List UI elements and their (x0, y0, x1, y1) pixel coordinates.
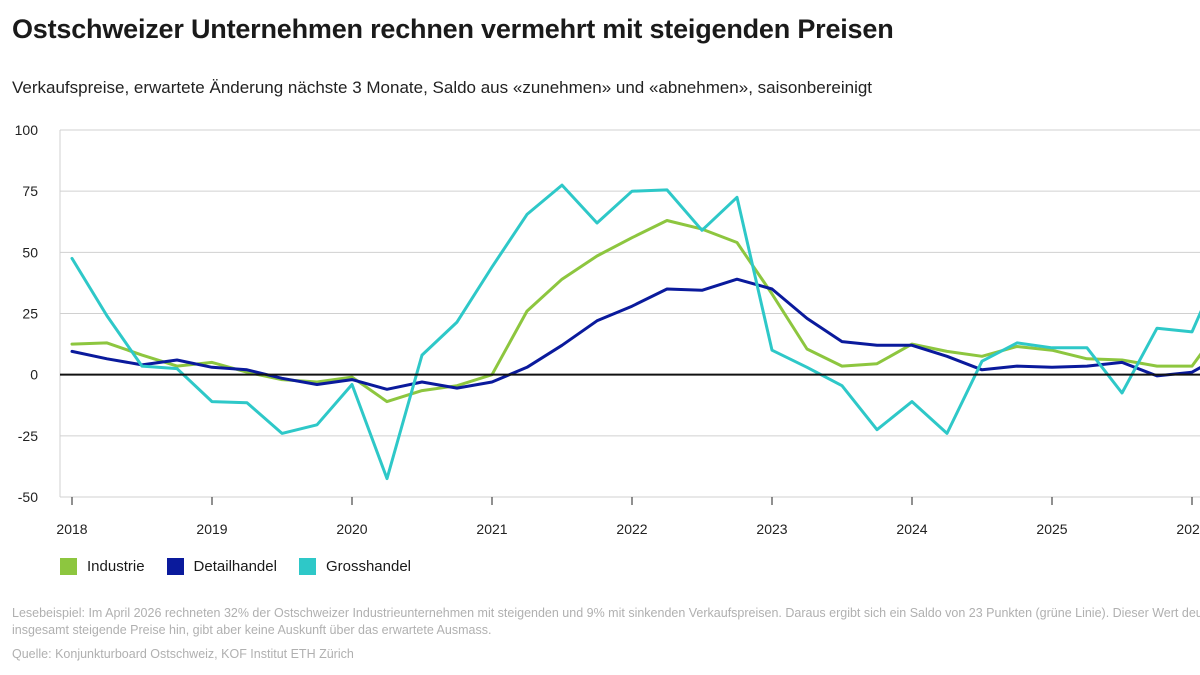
y-tick-label: 75 (22, 183, 38, 199)
y-tick-label: 0 (30, 367, 38, 383)
legend-label-grosshandel: Grosshandel (325, 558, 412, 575)
x-tick-label: 2023 (756, 521, 787, 537)
x-tick-label: 2025 (1036, 521, 1067, 537)
legend-item-industrie: Industrie (60, 558, 145, 575)
x-tick-label: 2019 (196, 521, 227, 537)
grid-lines (60, 129, 1200, 498)
y-tick-label: -50 (18, 489, 38, 505)
x-tick-label: 2022 (616, 521, 647, 537)
x-tick-label: 2018 (56, 521, 87, 537)
series-line-detailhandel (70, 277, 1200, 391)
reading-example-note: Lesebeispiel: Im April 2026 rechneten 32… (12, 606, 1200, 637)
x-tick-label: 2026 (1176, 521, 1200, 537)
legend-swatch-grosshandel (298, 558, 316, 575)
legend-item-grosshandel: Grosshandel (298, 558, 412, 575)
y-tick-label: -25 (18, 428, 38, 444)
legend: Industrie Detailhandel Grosshandel (60, 558, 411, 575)
x-tick-label: 2020 (336, 521, 367, 537)
y-tick-label: 50 (22, 244, 38, 260)
x-tick-label: 2024 (896, 521, 927, 537)
y-axis: 100 75 50 25 0 -25 -50 (15, 122, 61, 505)
x-axis: 2018 2019 2020 2021 2022 2023 2024 2025 2026 (56, 497, 1200, 537)
legend-swatch-detailhandel (166, 558, 184, 575)
legend-item-detailhandel: Detailhandel (166, 558, 277, 575)
chart-title: Ostschweizer Unternehmen rechnen vermehr… (12, 14, 894, 44)
y-tick-label: 100 (15, 122, 39, 138)
chart-subtitle: Verkaufspreise, erwartete Änderung nächs… (12, 78, 873, 97)
legend-label-industrie: Industrie (87, 558, 145, 575)
source-note: Quelle: Konjunkturboard Ostschweiz, KOF … (12, 647, 354, 661)
x-tick-label: 2021 (476, 521, 507, 537)
legend-swatch-industrie (60, 558, 77, 575)
series-lines (70, 183, 1200, 481)
series-line-industrie (70, 219, 1200, 404)
y-tick-label: 25 (22, 306, 38, 322)
legend-label-detailhandel: Detailhandel (193, 558, 277, 575)
series-line-grosshandel (70, 183, 1200, 481)
